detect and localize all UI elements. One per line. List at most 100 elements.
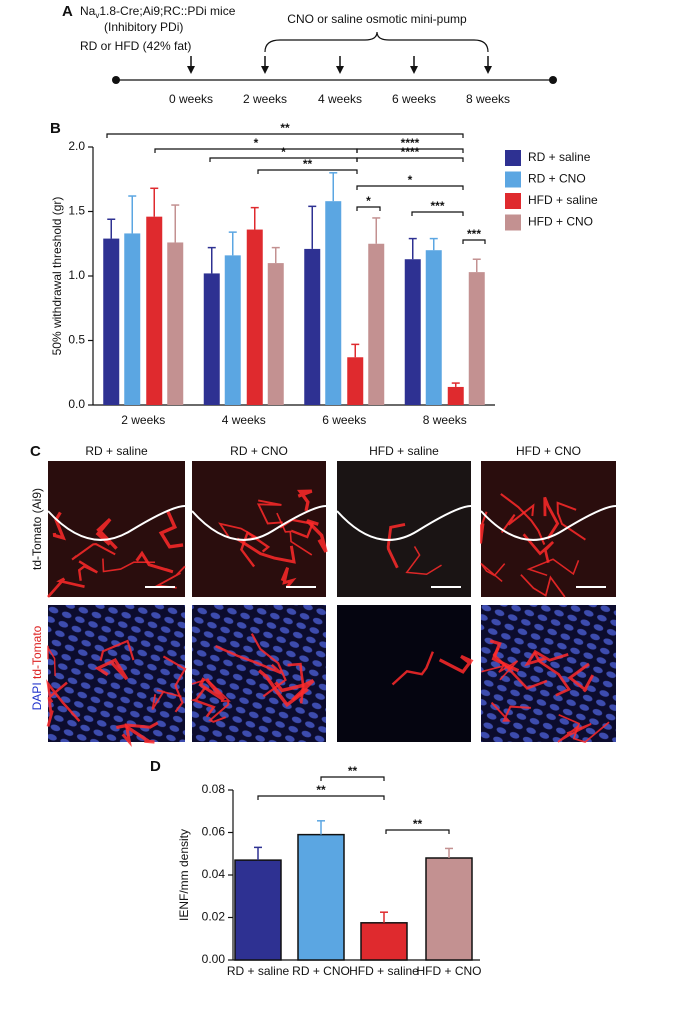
column-label: HFD + CNO <box>516 444 581 458</box>
fiber <box>526 558 580 577</box>
legend-swatch <box>505 193 521 209</box>
y-tick-label: 0.5 <box>68 333 85 347</box>
significance-label: *** <box>467 227 481 241</box>
row-label-red: td-Tomato <box>30 625 44 679</box>
fiber <box>490 701 531 722</box>
bar <box>267 263 284 405</box>
bar <box>425 857 473 961</box>
significance-label: ** <box>348 764 358 778</box>
row-label: td-Tomato (Ai9) <box>30 488 44 570</box>
micrograph <box>337 461 471 597</box>
fiber <box>481 660 519 681</box>
y-tick-label: 0.04 <box>202 867 226 881</box>
bar <box>124 233 141 405</box>
fiber <box>218 522 258 542</box>
epidermis-border <box>336 505 472 541</box>
fiber <box>480 562 506 583</box>
x-tick-label: RD + saline <box>227 964 290 978</box>
x-tick-label: 6 weeks <box>322 413 366 427</box>
arrow-head <box>261 66 269 74</box>
timeline-pump: CNO or saline osmotic mini-pump <box>287 12 467 26</box>
week-label: 6 weeks <box>392 92 436 106</box>
bar <box>360 922 408 961</box>
x-tick-label: RD + CNO <box>292 964 350 978</box>
fiber <box>556 501 586 541</box>
fiber <box>240 530 271 568</box>
fiber <box>558 713 610 743</box>
column-label: HFD + saline <box>369 444 439 458</box>
fiber <box>524 649 569 667</box>
bar <box>146 216 163 405</box>
epidermis-border <box>191 505 327 541</box>
bar <box>347 357 364 405</box>
x-tick-label: HFD + CNO <box>416 964 481 978</box>
row-label-blue: DAPI <box>30 682 44 710</box>
significance-bracket <box>356 148 464 153</box>
significance-label: *** <box>430 199 444 213</box>
significance-bracket <box>462 239 486 244</box>
significance-label: * <box>408 173 413 187</box>
fiber <box>557 722 592 743</box>
fiber <box>71 543 116 561</box>
arrow-head <box>187 66 195 74</box>
y-axis-label: IENF/mm density <box>177 829 191 921</box>
fiber <box>198 677 226 702</box>
fiber <box>489 639 520 673</box>
bar <box>246 229 263 405</box>
significance-bracket <box>411 211 464 216</box>
panel-label: A <box>62 3 73 20</box>
y-axis-label: 50% withdrawal threshold (gr) <box>50 197 64 356</box>
x-tick-label: HFD + saline <box>349 964 419 978</box>
x-tick-label: 8 weeks <box>423 413 467 427</box>
panel-label: B <box>50 120 61 137</box>
significance-label: ** <box>413 817 423 831</box>
row-label: DAPI td-Tomato <box>30 625 44 710</box>
x-tick-label: 2 weeks <box>121 413 165 427</box>
micrograph <box>48 605 185 742</box>
bar <box>203 273 220 405</box>
epidermis-border <box>47 505 186 541</box>
fiber <box>46 577 85 598</box>
panel-label: D <box>150 758 161 775</box>
timeline-title: Nav1.8-Cre;Ai9;RC::PDi mice <box>80 4 236 20</box>
fiber <box>438 654 474 674</box>
y-tick-label: 0.08 <box>202 782 226 796</box>
fiber <box>250 633 287 698</box>
significance-label: **** <box>401 136 420 150</box>
fiber <box>151 689 182 711</box>
brace <box>264 31 489 53</box>
arrow-head <box>336 66 344 74</box>
fiber <box>500 503 535 534</box>
legend-swatch <box>505 171 521 188</box>
fiber <box>567 662 595 693</box>
fiber <box>190 686 216 718</box>
legend-label: HFD + CNO <box>528 215 593 229</box>
timeline-subtitle: (Inhibitory PDi) <box>104 20 183 34</box>
bar <box>425 250 442 405</box>
title-rest: 1.8-Cre;Ai9;RC::PDi mice <box>99 4 235 18</box>
significance-label: * <box>281 145 286 159</box>
significance-bracket <box>106 133 464 138</box>
significance-label: ** <box>280 121 290 135</box>
y-tick-label: 0.02 <box>202 910 226 924</box>
arrow-head <box>410 66 418 74</box>
significance-bracket <box>257 795 385 800</box>
fiber <box>533 651 572 697</box>
fiber <box>135 550 174 574</box>
panel-label: C <box>30 443 41 460</box>
significance-bracket <box>356 157 464 162</box>
significance-label: * <box>254 136 259 150</box>
column-label: RD + saline <box>85 444 148 458</box>
significance-label: ** <box>303 157 313 171</box>
legend-swatch <box>505 150 521 166</box>
week-label: 0 weeks <box>169 92 213 106</box>
timeline-dot <box>112 76 120 84</box>
timeline-diet: RD or HFD (42% fat) <box>80 39 191 53</box>
fiber <box>256 499 283 525</box>
fiber <box>208 701 230 723</box>
y-tick-label: 2.0 <box>68 139 85 153</box>
fiber <box>500 493 546 545</box>
fiber <box>95 517 118 550</box>
fiber <box>280 567 297 589</box>
